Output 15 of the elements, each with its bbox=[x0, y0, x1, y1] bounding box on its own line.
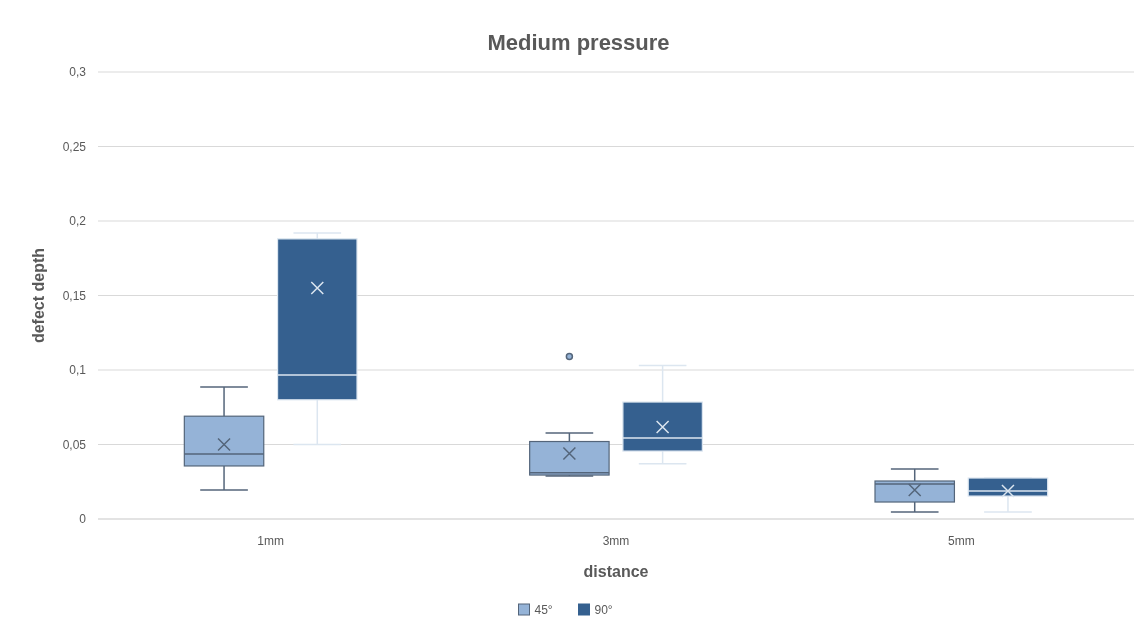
y-tick-label: 0,15 bbox=[62, 288, 87, 303]
chart-title: Medium pressure bbox=[487, 30, 670, 55]
legend-label: 45° bbox=[534, 603, 553, 617]
y-tick-label: 0,2 bbox=[69, 214, 87, 228]
x-tick-label: 3mm bbox=[602, 534, 630, 548]
x-tick-label: 1mm bbox=[257, 534, 284, 548]
y-tick-label: 0,1 bbox=[69, 363, 87, 377]
x-axis-title: distance bbox=[583, 563, 649, 580]
y-tick-label: 0,3 bbox=[69, 65, 87, 79]
legend-label: 90° bbox=[594, 603, 613, 617]
x-tick-label: 5mm bbox=[948, 534, 975, 548]
y-tick-label: 0 bbox=[79, 512, 87, 526]
y-axis-title: defect depth bbox=[30, 247, 47, 344]
y-tick-label: 0,25 bbox=[62, 139, 87, 154]
y-tick-label: 0,05 bbox=[62, 437, 87, 452]
